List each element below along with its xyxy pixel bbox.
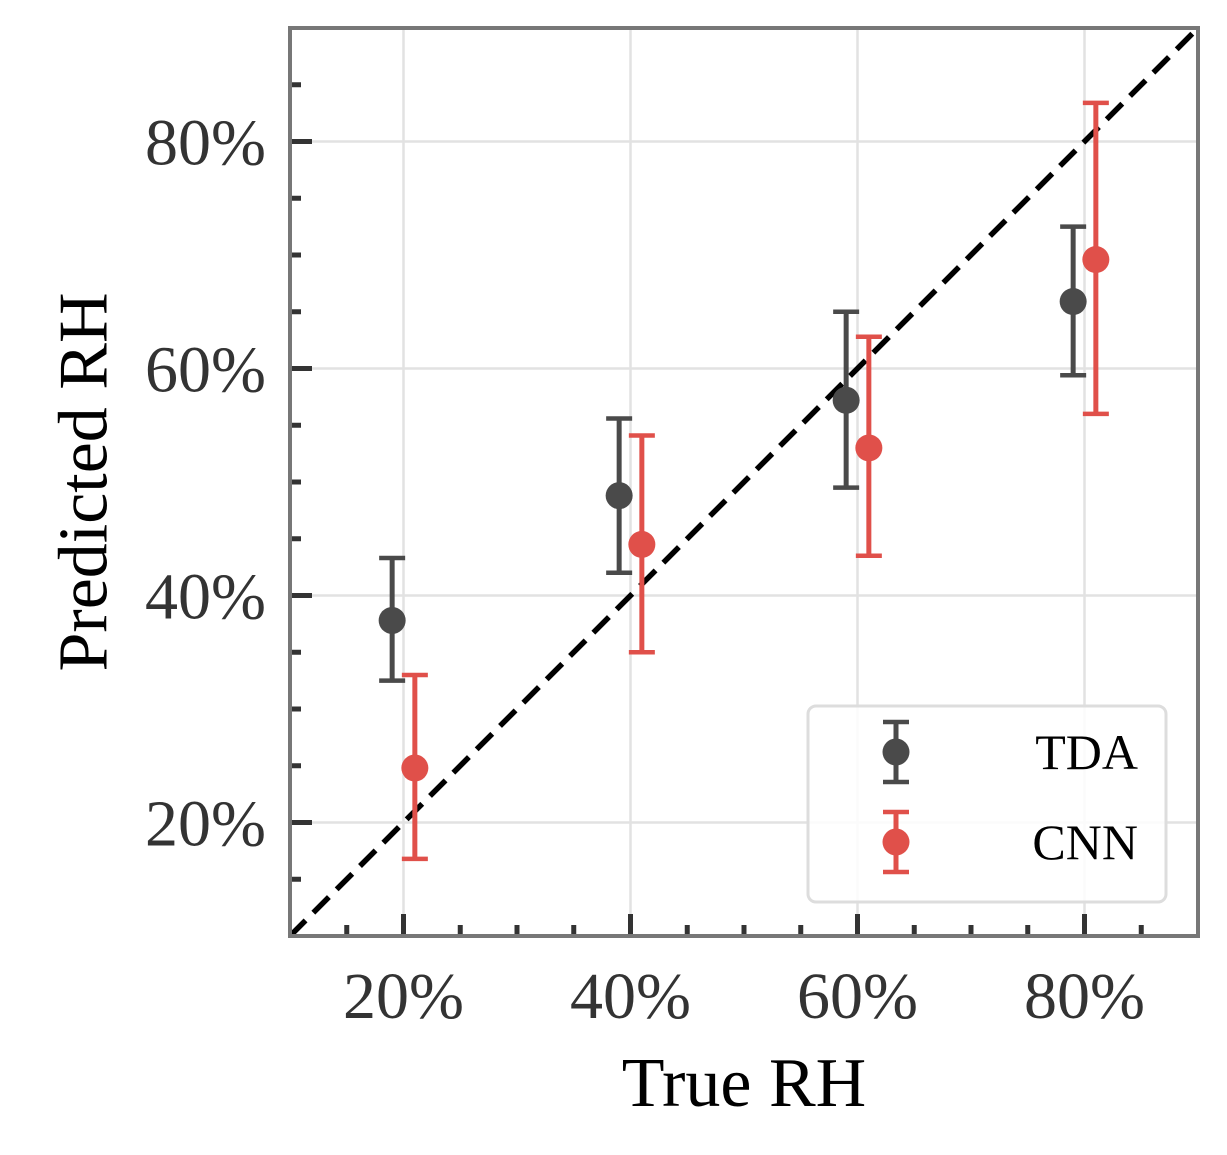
reference-line (288, 26, 1200, 938)
series-tda (378, 224, 1087, 683)
y-tick-label-2: 60% (145, 334, 266, 407)
y-tick-label-3: 80% (145, 107, 266, 180)
x-tick-label-1: 40% (570, 960, 691, 1033)
data-point (605, 482, 633, 510)
x-tick-label-0: 20% (343, 960, 464, 1033)
data-point (378, 606, 406, 634)
legend: TDA CNN (806, 704, 1168, 904)
grid (290, 28, 1198, 936)
legend-item-cnn: CNN (882, 809, 1138, 875)
major-ticks (290, 139, 1087, 936)
legend-marker (882, 828, 910, 856)
y-tick-label-1: 40% (145, 561, 266, 634)
x-tick-label-2: 60% (797, 960, 918, 1033)
data-point (855, 434, 883, 462)
y-tick-label-0: 20% (145, 788, 266, 861)
data-point (401, 754, 429, 782)
legend-item-tda: TDA (882, 719, 1138, 785)
legend-label: CNN (1032, 814, 1138, 870)
data-point (1082, 246, 1110, 274)
tick-labels: 20% 40% 60% 80% 20% 40% 60% 80% (145, 107, 1145, 1034)
series-layer (378, 100, 1110, 862)
x-axis-title: True RH (622, 1045, 866, 1122)
data-point (1059, 288, 1087, 316)
data-point (832, 386, 860, 414)
data-point (628, 530, 656, 558)
legend-label: TDA (1035, 724, 1138, 780)
reference-line-group (288, 26, 1200, 938)
x-tick-label-3: 80% (1024, 960, 1145, 1033)
y-axis-title: Predicted RH (46, 292, 123, 671)
series-cnn (401, 100, 1110, 862)
legend-items: TDA CNN (882, 719, 1138, 875)
plot-frame (288, 26, 1200, 938)
legend-marker (882, 738, 910, 766)
